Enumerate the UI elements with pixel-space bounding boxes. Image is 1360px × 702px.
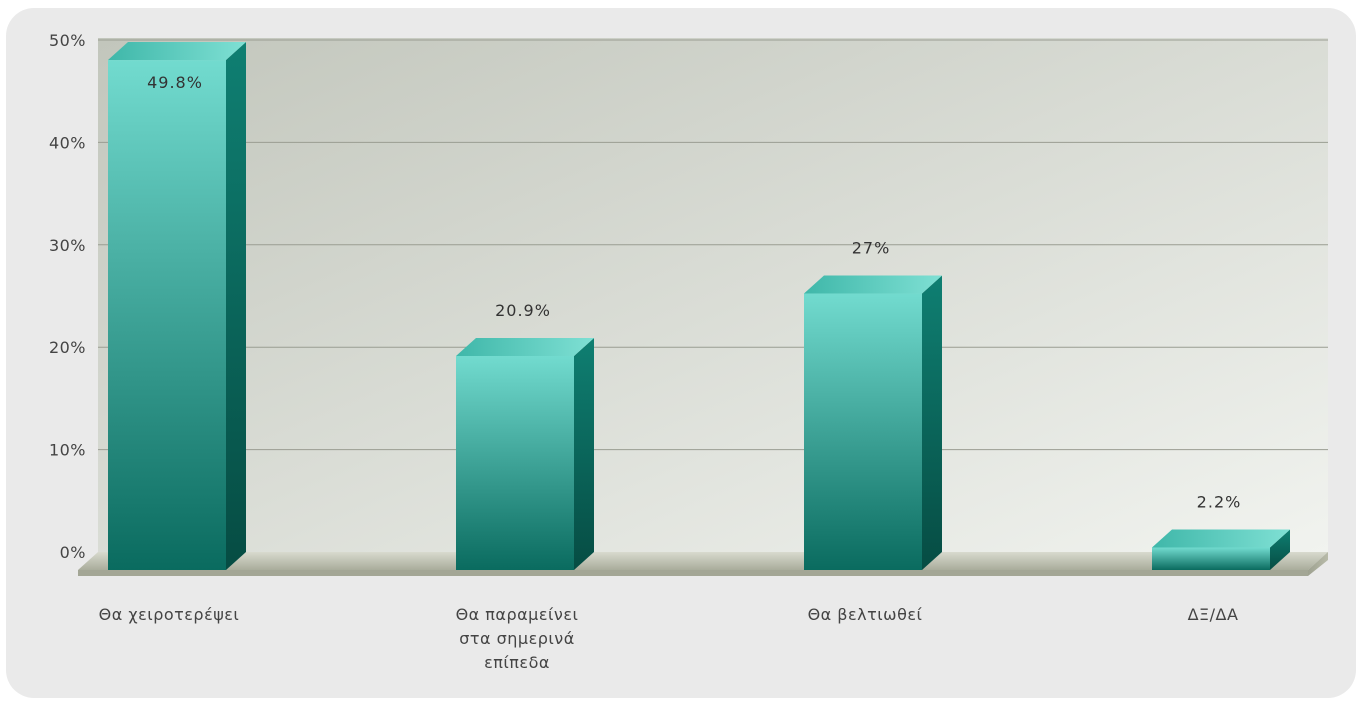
plot-background <box>98 38 1328 552</box>
x-tick-label-line: στα σημερινά <box>459 629 575 648</box>
bar-front <box>456 355 574 570</box>
bar-side <box>1270 529 1290 570</box>
y-tick-label: 0% <box>60 543 86 562</box>
bars <box>108 42 1290 571</box>
y-tick-label: 20% <box>49 338 86 357</box>
bar-front <box>804 293 922 570</box>
x-tick-label-line: επίπεδα <box>484 653 550 672</box>
y-tick-label: 10% <box>49 441 86 460</box>
x-tick-label-line: Θα βελτιωθεί <box>808 605 923 624</box>
chart-floor <box>78 552 1328 576</box>
grid-lines <box>98 39 1328 451</box>
value-labels: 49.8% 20.9% 27% 2.2% <box>147 73 1242 511</box>
bar <box>804 275 942 570</box>
bar-front <box>108 60 226 570</box>
floor-top <box>78 552 1328 570</box>
bar-front <box>1152 547 1270 570</box>
floor-side-edge <box>1308 552 1328 576</box>
bar-top <box>456 337 594 356</box>
data-label: 27% <box>852 239 891 258</box>
x-tick-label: Θα χειροτερέψει <box>99 605 240 624</box>
x-tick-label-line: Θα χειροτερέψει <box>99 605 240 624</box>
bar-side <box>226 42 246 571</box>
bar-side <box>574 337 594 570</box>
x-tick-label: Θα παραμείνει στα σημερινά επίπεδα <box>456 605 579 672</box>
plot-wall <box>98 38 1328 552</box>
bar <box>108 42 246 571</box>
x-axis: Θα χειροτερέψει Θα παραμείνει στα σημερινά… <box>99 605 1239 672</box>
x-tick-label: Θα βελτιωθεί <box>808 605 923 624</box>
bar-top <box>108 42 246 61</box>
bar-top <box>804 275 942 294</box>
bar <box>1152 529 1290 570</box>
y-tick-label: 40% <box>49 133 86 152</box>
data-label: 49.8% <box>147 73 203 92</box>
bar-side <box>922 275 942 570</box>
bar-top <box>1152 529 1290 548</box>
y-tick-label: 50% <box>49 31 86 50</box>
y-axis: 0% 10% 20% 30% 40% 50% <box>49 31 86 562</box>
x-tick-label-line: ΔΞ/ΔΑ <box>1188 605 1239 624</box>
x-tick-label: ΔΞ/ΔΑ <box>1188 605 1239 624</box>
y-tick-label: 30% <box>49 236 86 255</box>
x-tick-label-line: Θα παραμείνει <box>456 605 579 624</box>
data-label: 20.9% <box>495 301 551 320</box>
floor-front-edge <box>78 570 1308 576</box>
bar <box>456 337 594 570</box>
data-label: 2.2% <box>1197 492 1242 511</box>
